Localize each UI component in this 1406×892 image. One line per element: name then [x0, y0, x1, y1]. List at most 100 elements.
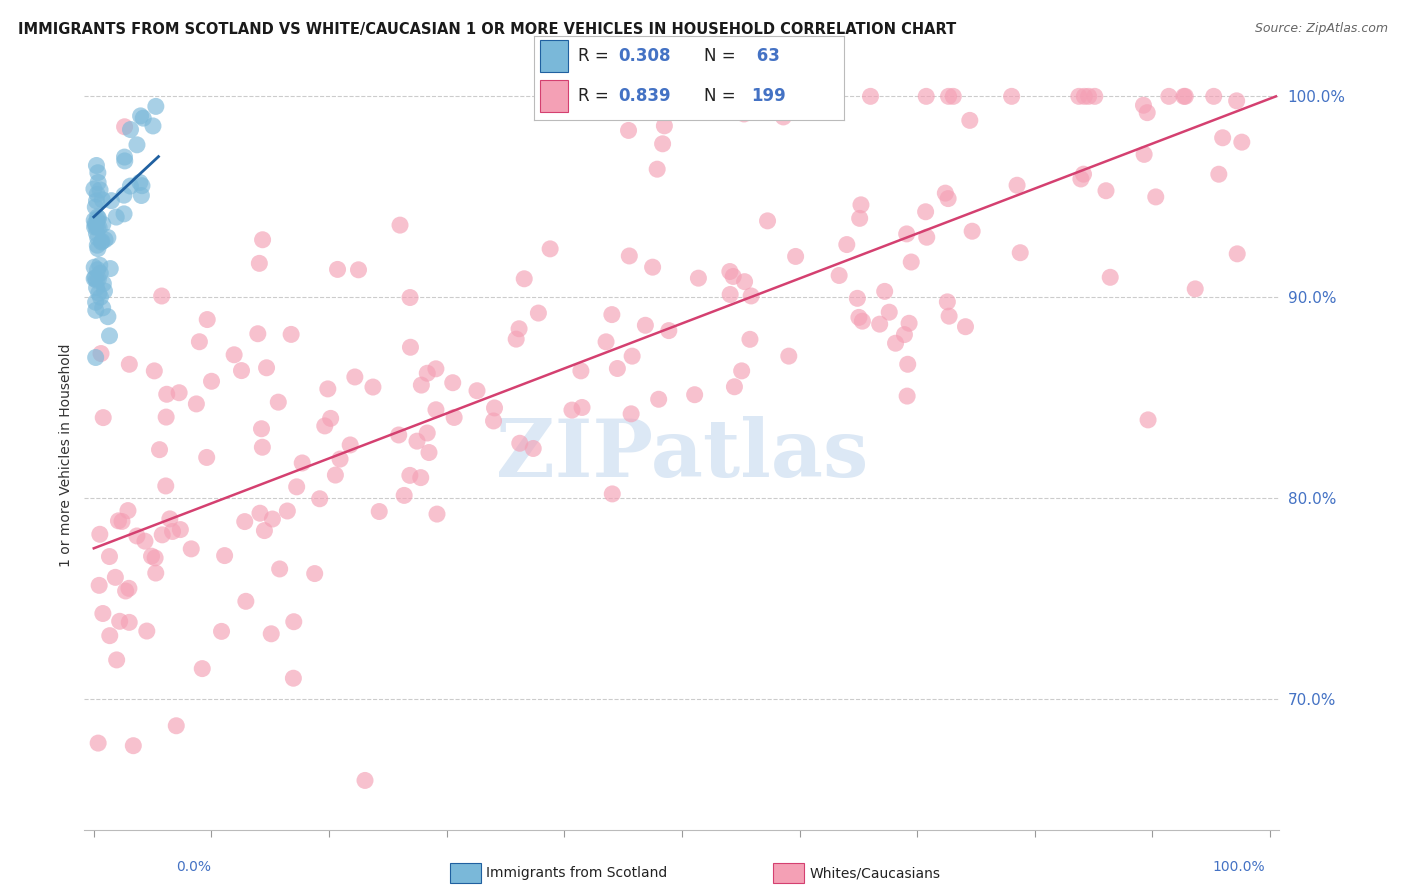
Point: [145, 99, 167, 113]
Point: [1173, 89, 1195, 103]
Text: R =: R =: [578, 87, 613, 105]
Text: IMMIGRANTS FROM SCOTLAND VS WHITE/CAUCASIAN 1 OR MORE VEHICLES IN HOUSEHOLD CORR: IMMIGRANTS FROM SCOTLAND VS WHITE/CAUCAS…: [18, 22, 956, 37]
Point: [86, 273, 108, 287]
Point: [778, 349, 800, 363]
Point: [1067, 89, 1090, 103]
Point: [721, 269, 744, 284]
Point: [105, 653, 128, 667]
Point: [224, 348, 246, 362]
Point: [83, 260, 105, 275]
Point: [1212, 130, 1234, 145]
Point: [1001, 89, 1024, 103]
Point: [83, 220, 105, 235]
Point: [86, 194, 108, 208]
Point: [339, 438, 361, 452]
Point: [723, 380, 745, 394]
Point: [285, 480, 308, 494]
Point: [389, 218, 412, 232]
Bar: [540, 40, 568, 72]
Point: [84, 200, 107, 214]
Point: [83, 213, 105, 227]
Point: [1226, 247, 1249, 261]
Point: [915, 89, 938, 103]
Point: [411, 378, 433, 392]
Point: [125, 529, 148, 543]
Point: [83, 271, 105, 285]
Point: [125, 137, 148, 152]
Point: [269, 562, 291, 576]
Point: [90, 235, 112, 249]
Point: [120, 179, 142, 194]
Point: [105, 210, 128, 224]
Text: N =: N =: [704, 47, 741, 65]
Point: [740, 289, 762, 303]
Point: [1077, 89, 1099, 103]
Point: [155, 410, 177, 425]
Point: [859, 89, 882, 103]
Point: [561, 403, 583, 417]
Point: [162, 524, 184, 539]
Point: [730, 364, 752, 378]
Point: [165, 719, 187, 733]
Point: [87, 176, 110, 190]
Point: [86, 227, 108, 241]
Point: [955, 319, 977, 334]
Point: [252, 233, 274, 247]
Point: [87, 231, 110, 245]
Point: [233, 515, 256, 529]
Point: [143, 550, 166, 565]
Point: [98, 328, 121, 343]
Point: [93, 284, 115, 298]
Point: [252, 440, 274, 454]
Point: [148, 442, 170, 457]
Point: [595, 334, 617, 349]
Point: [114, 150, 136, 164]
Point: [87, 736, 110, 750]
Text: 63: 63: [751, 47, 780, 65]
Point: [619, 249, 641, 263]
Point: [1208, 167, 1230, 181]
Point: [114, 120, 136, 134]
Point: [155, 479, 177, 493]
Point: [283, 671, 305, 685]
Point: [167, 385, 190, 400]
Text: 0.308: 0.308: [617, 47, 671, 65]
Point: [107, 514, 129, 528]
Point: [1133, 147, 1156, 161]
Point: [256, 360, 278, 375]
Point: [304, 566, 326, 581]
Point: [505, 332, 527, 346]
Point: [188, 334, 211, 349]
Point: [399, 291, 422, 305]
Point: [409, 470, 432, 484]
Point: [131, 178, 153, 193]
Point: [897, 357, 920, 371]
Point: [84, 351, 107, 365]
Point: [98, 549, 121, 564]
Point: [249, 506, 271, 520]
Point: [90, 346, 112, 360]
Point: [231, 363, 253, 377]
Point: [1010, 245, 1032, 260]
Text: Source: ZipAtlas.com: Source: ZipAtlas.com: [1254, 22, 1388, 36]
Point: [195, 450, 218, 465]
Point: [214, 549, 236, 563]
Point: [325, 468, 347, 483]
Point: [89, 290, 111, 304]
Point: [538, 242, 561, 256]
Point: [884, 336, 907, 351]
Point: [191, 662, 214, 676]
Point: [738, 332, 761, 346]
Point: [1073, 167, 1095, 181]
Point: [896, 227, 918, 241]
Point: [934, 186, 956, 201]
Point: [291, 456, 314, 470]
Point: [89, 578, 111, 592]
Point: [848, 310, 870, 325]
Point: [416, 425, 439, 440]
Point: [200, 374, 222, 388]
Point: [406, 434, 429, 449]
Point: [606, 361, 628, 376]
Point: [86, 187, 108, 202]
Point: [186, 397, 208, 411]
